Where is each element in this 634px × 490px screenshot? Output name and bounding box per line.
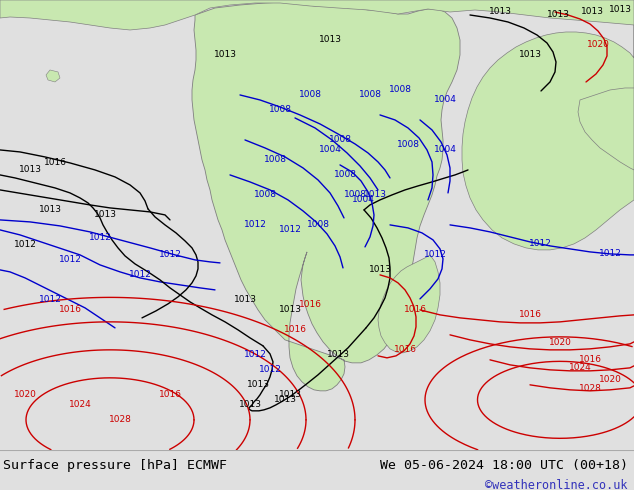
Text: 1008: 1008 [396,141,420,149]
Text: 1012: 1012 [13,241,36,249]
Text: 1016: 1016 [58,305,82,315]
Text: 1013: 1013 [609,5,631,15]
Text: 1013: 1013 [547,10,569,20]
Polygon shape [0,0,634,30]
Text: 1013: 1013 [318,35,342,45]
Text: 1013: 1013 [233,295,257,304]
Text: We 05-06-2024 18:00 UTC (00+18): We 05-06-2024 18:00 UTC (00+18) [380,459,628,471]
Polygon shape [450,0,634,250]
Text: 1020: 1020 [598,375,621,384]
Text: 1004: 1004 [434,96,456,104]
Polygon shape [192,2,460,391]
Text: 1012: 1012 [58,255,81,265]
Text: 1013: 1013 [581,7,604,17]
Text: 1013: 1013 [519,50,541,59]
Text: 1012: 1012 [424,250,446,259]
Text: 1016: 1016 [578,355,602,365]
Text: 1016: 1016 [158,391,181,399]
Text: 1016: 1016 [299,300,321,309]
Text: 1013: 1013 [18,166,41,174]
Text: 1012: 1012 [598,249,621,258]
Text: 1020: 1020 [586,41,609,49]
Text: 1008: 1008 [254,191,276,199]
Text: 1008: 1008 [269,105,292,115]
Text: 1008: 1008 [358,91,382,99]
Text: 1016: 1016 [283,325,306,334]
Text: 1013: 1013 [278,305,302,315]
Text: 1013: 1013 [214,50,236,59]
Text: 1004: 1004 [318,146,342,154]
Polygon shape [378,255,440,353]
Text: 1004: 1004 [434,146,456,154]
Text: 1012: 1012 [39,295,61,304]
Text: 1008: 1008 [389,85,411,95]
Text: 1012: 1012 [243,350,266,359]
Text: 1012: 1012 [278,225,301,234]
Text: ©weatheronline.co.uk: ©weatheronline.co.uk [485,479,628,490]
Text: 1016: 1016 [44,158,67,168]
Text: 1012: 1012 [529,240,552,248]
Text: 1013: 1013 [327,350,349,359]
Text: 1028: 1028 [108,416,131,424]
Text: 1013: 1013 [238,400,261,409]
Text: 1008: 1008 [328,135,351,145]
Text: 1008: 1008 [264,155,287,165]
Text: 1008: 1008 [344,191,366,199]
Text: 1016: 1016 [403,305,427,315]
Text: 1012: 1012 [259,366,281,374]
Text: 1016: 1016 [519,310,541,319]
Text: 1008: 1008 [306,220,330,229]
Text: 1013: 1013 [93,210,117,220]
Text: 1013: 1013 [39,205,61,215]
Text: 1008: 1008 [299,91,321,99]
Polygon shape [578,88,634,170]
Polygon shape [46,70,60,82]
Text: 1024: 1024 [68,400,91,409]
Text: 1012: 1012 [89,233,112,243]
Text: 1008: 1008 [333,171,356,179]
Text: Surface pressure [hPa] ECMWF: Surface pressure [hPa] ECMWF [3,459,227,471]
Text: 1020: 1020 [13,391,36,399]
Text: 1013: 1013 [273,395,297,404]
Text: 1013: 1013 [489,7,512,17]
Text: 1028: 1028 [579,384,602,393]
Text: 1024: 1024 [569,364,592,372]
Text: 1012: 1012 [158,250,181,259]
Text: 1013: 1013 [368,266,392,274]
Text: 1013: 1013 [247,380,269,390]
Text: 1013: 1013 [278,391,302,399]
Text: 1020: 1020 [548,339,571,347]
Text: 1012: 1012 [243,220,266,229]
Text: 1013: 1013 [363,191,387,199]
Text: 1004: 1004 [352,196,375,204]
Text: 1016: 1016 [394,345,417,354]
Text: 1012: 1012 [129,270,152,279]
